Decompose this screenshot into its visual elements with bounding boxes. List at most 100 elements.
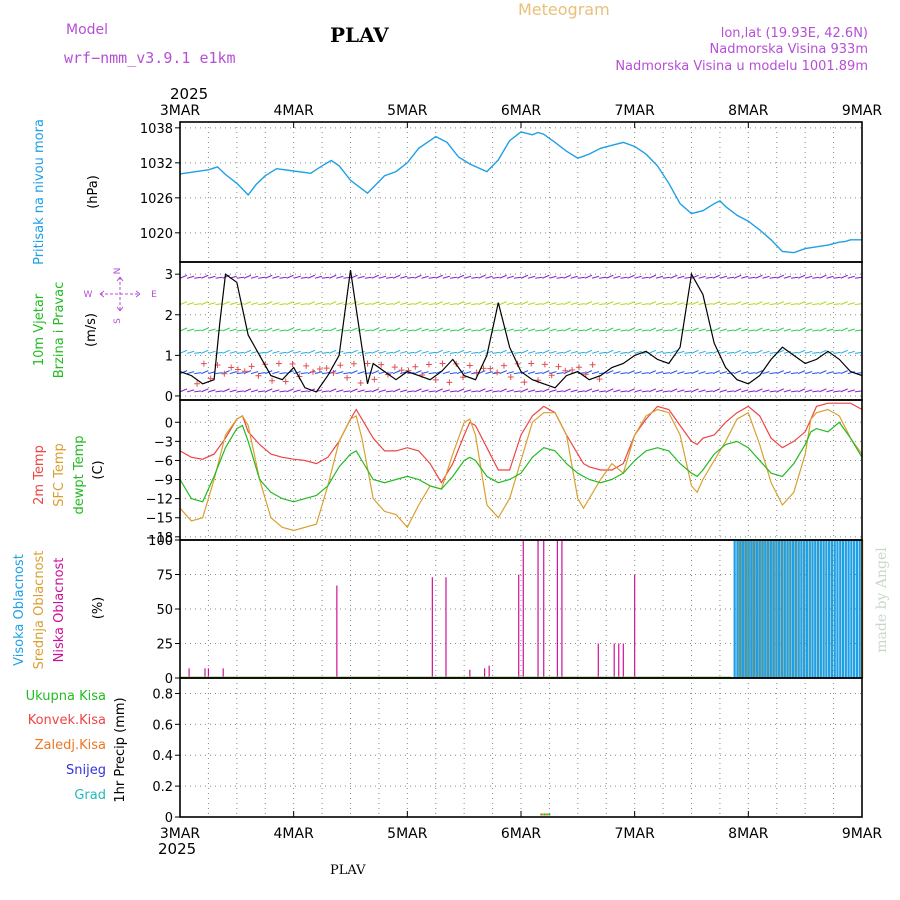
wind-arrow xyxy=(250,328,259,332)
y-tick-label: −6 xyxy=(154,454,173,469)
wind-arrow xyxy=(307,301,316,306)
bottom-time-axis: 3MAR 4MAR 5MAR 6MAR 7MAR 8MAR 9MAR xyxy=(160,826,883,842)
wind-gust-mark xyxy=(466,362,473,369)
wind-gust-mark xyxy=(507,374,514,380)
wind-arrow xyxy=(392,349,401,354)
wind-arrow xyxy=(378,328,387,332)
wind-gust-mark xyxy=(344,374,351,381)
wind-arrow xyxy=(336,371,344,375)
wind-arrow xyxy=(478,327,486,332)
high-cloud-bar xyxy=(766,540,770,678)
compass-rose: N S W E xyxy=(84,268,158,324)
y-tick-label: 0.2 xyxy=(152,780,173,795)
wind-gust-mark xyxy=(589,361,596,368)
high-cloud-bar xyxy=(783,540,786,678)
wind-arrow xyxy=(748,351,756,354)
wind-arrow xyxy=(201,370,209,375)
top-tick-label: 4MAR xyxy=(274,103,315,119)
wind-arrow xyxy=(456,388,465,393)
wind-arrow xyxy=(499,370,507,375)
wind-arrow xyxy=(471,276,479,279)
wind-arrow xyxy=(847,371,855,375)
wind-arrow xyxy=(684,390,692,393)
wind-arrow xyxy=(677,302,685,306)
high-cloud-bar xyxy=(811,540,814,678)
wind-arrow xyxy=(663,390,671,393)
wind-arrow xyxy=(300,329,308,332)
wind-arrow xyxy=(250,389,259,393)
wind-arrow xyxy=(819,370,827,375)
wind-arrow xyxy=(243,349,252,354)
dewpt-line xyxy=(179,421,863,503)
wind-arrow xyxy=(392,274,401,279)
wind-arrow xyxy=(655,328,664,332)
wind-arrow xyxy=(748,329,756,332)
precip-legend-hail: Grad xyxy=(74,788,106,803)
bottom-tick-label: 3MAR xyxy=(160,826,201,842)
wind-arrow xyxy=(826,371,834,375)
top-tick-label: 6MAR xyxy=(501,103,542,119)
wind-arrow xyxy=(669,274,678,279)
y-tick-label: 0 xyxy=(165,811,173,826)
wind-arrow xyxy=(691,327,699,332)
wind-arrow xyxy=(684,276,692,279)
wind-arrow xyxy=(286,349,294,354)
wind-unit: (m/s) xyxy=(84,313,99,347)
wind-arrow xyxy=(599,329,607,332)
wind-arrow xyxy=(449,329,458,332)
wind-arrow xyxy=(762,389,770,393)
wind-arrow xyxy=(613,302,621,306)
wind-arrow xyxy=(250,275,259,279)
wind-arrow xyxy=(364,303,372,306)
wind-gust-mark xyxy=(330,370,337,377)
wind-arrow xyxy=(535,303,543,306)
wind-arrow xyxy=(570,389,578,393)
wind-arrow xyxy=(322,372,330,375)
wind-arrow xyxy=(208,350,216,354)
wind-gust-mark xyxy=(337,362,344,369)
wind-arrow xyxy=(478,370,486,375)
wind-gust-mark xyxy=(446,379,453,386)
wind-arrow xyxy=(613,371,621,375)
wind-arrow xyxy=(684,329,692,332)
wind-arrow xyxy=(194,351,202,354)
wind-arrow xyxy=(719,275,728,279)
wind-arrow xyxy=(456,274,465,279)
wind-arrow xyxy=(733,301,742,306)
wind-arrow xyxy=(478,274,486,279)
temp-unit: (C) xyxy=(91,460,106,479)
wind-arrow xyxy=(506,328,514,332)
wind-arrow xyxy=(186,328,195,332)
wind-arrow xyxy=(535,372,543,375)
wind-arrow xyxy=(748,276,756,279)
wind-arrow xyxy=(520,327,529,332)
wind-arrow xyxy=(194,372,202,375)
wind-arrow xyxy=(669,301,678,306)
wind-arrow xyxy=(357,350,365,354)
wind-arrow xyxy=(265,349,273,354)
wind-arrow xyxy=(527,302,536,306)
wind-arrow xyxy=(613,275,621,279)
high-cloud-bar xyxy=(789,540,792,678)
wind-arrow xyxy=(293,328,301,332)
high-cloud-bar xyxy=(772,540,775,678)
wind-gust-mark xyxy=(480,365,487,372)
wind-arrow xyxy=(215,390,223,393)
wind-arrow xyxy=(627,370,635,375)
wind-arrow xyxy=(385,276,394,279)
wind-arrow xyxy=(606,301,614,306)
wind-arrow xyxy=(229,302,237,306)
top-time-axis: 3MAR 4MAR 5MAR 6MAR 7MAR 8MAR 9MAR xyxy=(160,103,883,119)
wind-arrow xyxy=(520,349,529,354)
wind-arrow xyxy=(194,303,202,306)
y-tick-label: 75 xyxy=(156,569,173,584)
wind-arrow xyxy=(336,275,344,279)
total-precip-bar xyxy=(540,813,543,816)
wind-arrow xyxy=(620,390,628,393)
wind-arrow xyxy=(201,349,209,354)
wind-arrow xyxy=(222,349,230,354)
y-tick-label: 2 xyxy=(165,309,173,324)
wind-gust-mark xyxy=(494,369,501,376)
wind-arrow xyxy=(527,328,536,332)
wind-arrow xyxy=(464,302,472,306)
